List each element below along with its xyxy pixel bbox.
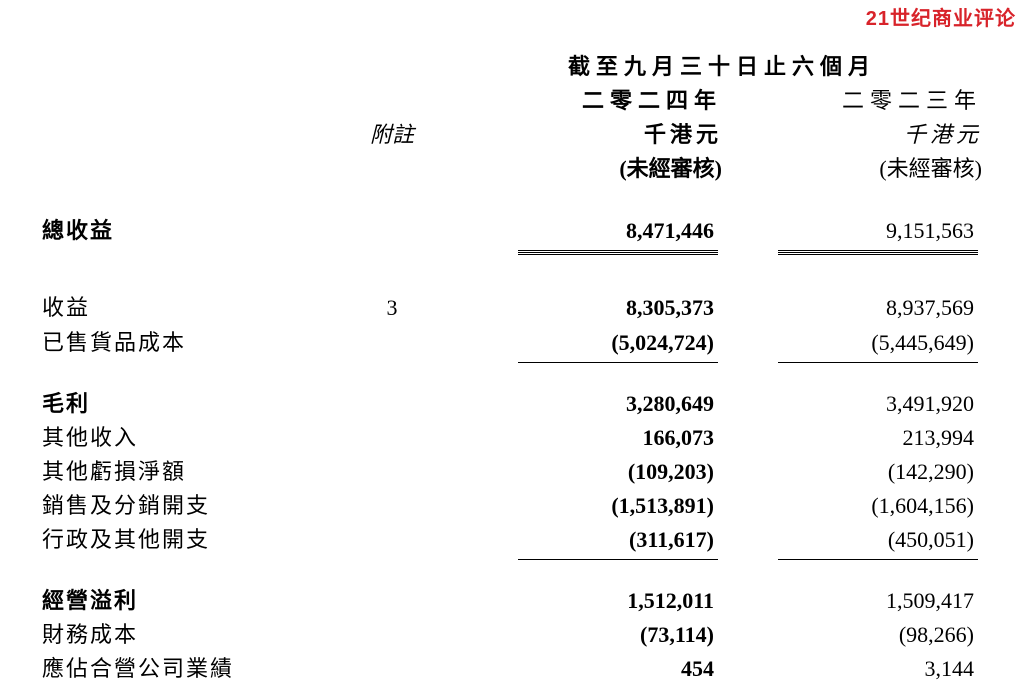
val2023-other-income: 213,994 (722, 421, 982, 455)
watermark-text: 21世纪商业评论 (866, 2, 1016, 31)
notes-heading: 附註 (322, 118, 462, 152)
val2023-finance-cost: (98,266) (722, 618, 982, 652)
label-cogs: 已售貨品成本 (42, 326, 322, 360)
val2023-revenue: 8,937,569 (722, 291, 982, 325)
row-gross-profit: 毛利 3,280,649 3,491,920 (42, 387, 1002, 421)
val2024-share-jv: 454 (462, 652, 722, 686)
row-cogs: 已售貨品成本 (5,024,724) (5,445,649) (42, 326, 1002, 360)
val2023-selling-exp: (1,604,156) (722, 489, 982, 523)
row-other-income: 其他收入 166,073 213,994 (42, 421, 1002, 455)
val2024-gross-profit: 3,280,649 (462, 387, 722, 421)
label-other-income: 其他收入 (42, 421, 322, 455)
val2023-op-profit: 1,509,417 (722, 584, 982, 618)
val2023-total-revenue: 9,151,563 (722, 214, 982, 248)
note-revenue: 3 (322, 291, 462, 325)
col-2024-year: 二零二四年 (462, 84, 722, 118)
val2024-total-revenue: 8,471,446 (462, 214, 722, 248)
label-total-revenue: 總收益 (42, 214, 322, 248)
row-share-jv: 應佔合營公司業績 454 3,144 (42, 652, 1002, 686)
val2024-op-profit: 1,512,011 (462, 584, 722, 618)
label-revenue: 收益 (42, 291, 322, 325)
val2023-gross-profit: 3,491,920 (722, 387, 982, 421)
income-statement: 截至九月三十日止六個月 二零二四年 二零二三年 附註 千港元 千港元 (未經審核… (42, 50, 1002, 686)
label-admin-exp: 行政及其他開支 (42, 523, 322, 557)
row-finance-cost: 財務成本 (73,114) (98,266) (42, 618, 1002, 652)
val2023-share-jv: 3,144 (722, 652, 982, 686)
val2024-selling-exp: (1,513,891) (462, 489, 722, 523)
row-admin-exp: 行政及其他開支 (311,617) (450,051) (42, 523, 1002, 557)
val2024-revenue: 8,305,373 (462, 291, 722, 325)
row-op-profit: 經營溢利 1,512,011 1,509,417 (42, 584, 1002, 618)
val2024-finance-cost: (73,114) (462, 618, 722, 652)
col-2023-year: 二零二三年 (722, 84, 982, 118)
val2024-cogs: (5,024,724) (462, 326, 722, 360)
rule-admin-exp (42, 557, 1002, 560)
val2024-other-loss: (109,203) (462, 455, 722, 489)
rule-cogs (42, 360, 1002, 363)
val2024-other-income: 166,073 (462, 421, 722, 455)
val2023-admin-exp: (450,051) (722, 523, 982, 557)
label-other-loss: 其他虧損淨額 (42, 455, 322, 489)
label-finance-cost: 財務成本 (42, 618, 322, 652)
val2023-cogs: (5,445,649) (722, 326, 982, 360)
label-op-profit: 經營溢利 (42, 584, 322, 618)
rule-total-revenue (42, 248, 1002, 255)
row-total-revenue: 總收益 8,471,446 9,151,563 (42, 214, 1002, 248)
label-gross-profit: 毛利 (42, 387, 322, 421)
label-selling-exp: 銷售及分銷開支 (42, 489, 322, 523)
col-2024-unit: 千港元 (462, 118, 722, 152)
col-2023-audit: (未經審核) (722, 152, 982, 186)
col-2023-unit: 千港元 (722, 118, 982, 152)
row-other-loss: 其他虧損淨額 (109,203) (142,290) (42, 455, 1002, 489)
col-2024-audit: (未經審核) (462, 152, 722, 186)
table-body: 總收益 8,471,446 9,151,563 收益 3 8,305,373 8… (42, 214, 1002, 686)
val2023-other-loss: (142,290) (722, 455, 982, 489)
period-title: 截至九月三十日止六個月 (462, 50, 982, 84)
row-revenue: 收益 3 8,305,373 8,937,569 (42, 291, 1002, 325)
label-share-jv: 應佔合營公司業績 (42, 652, 322, 686)
row-selling-exp: 銷售及分銷開支 (1,513,891) (1,604,156) (42, 489, 1002, 523)
val2024-admin-exp: (311,617) (462, 523, 722, 557)
table-header: 截至九月三十日止六個月 二零二四年 二零二三年 附註 千港元 千港元 (未經審核… (42, 50, 1002, 186)
